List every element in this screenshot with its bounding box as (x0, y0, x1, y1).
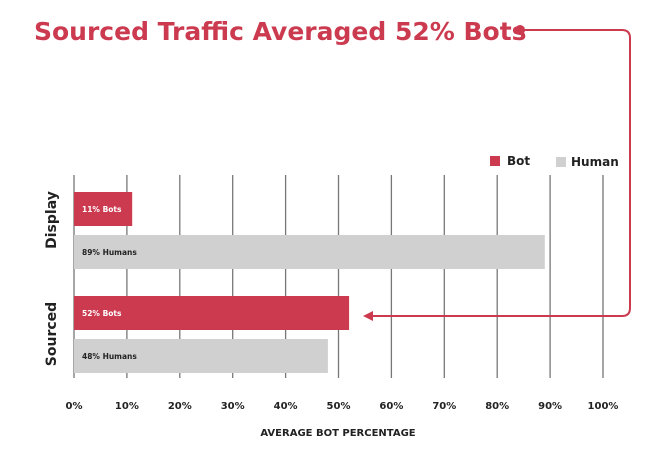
x-tick-label: 30% (221, 401, 245, 412)
data-label: 48% Humans (82, 352, 137, 361)
legend-swatch-human (556, 157, 566, 167)
chart-title: Sourced Traffic Averaged 52% Bots (34, 17, 527, 46)
bar-bot-sourced (74, 296, 350, 330)
legend-label-human: Human (571, 155, 619, 169)
x-tick-label: 0% (66, 401, 83, 412)
annotation-arrowhead-icon (363, 311, 373, 321)
x-axis-label: AVERAGE BOT PERCENTAGE (260, 428, 415, 439)
x-tick-label: 40% (274, 401, 298, 412)
bar-human-display (74, 235, 545, 269)
data-label: 89% Humans (82, 248, 137, 257)
legend-swatch-bot (490, 156, 500, 166)
annotation-connector (372, 29, 631, 317)
bar-bot-display (74, 192, 133, 226)
x-tick-label: 90% (538, 401, 562, 412)
category-label-sourced: Sourced (44, 302, 60, 366)
x-tick-label: 50% (327, 401, 351, 412)
category-label-display: Display (44, 191, 60, 249)
data-label: 52% Bots (82, 309, 122, 318)
x-tick-label: 70% (432, 401, 456, 412)
x-tick-label: 60% (379, 401, 403, 412)
x-tick-label: 10% (115, 401, 139, 412)
x-tick-label: 80% (485, 401, 509, 412)
x-tick-label: 20% (168, 401, 192, 412)
x-tick-label: 100% (588, 401, 619, 412)
bar-human-sourced (74, 339, 328, 373)
data-label: 11% Bots (82, 205, 122, 214)
legend-label-bot: Bot (507, 154, 530, 168)
